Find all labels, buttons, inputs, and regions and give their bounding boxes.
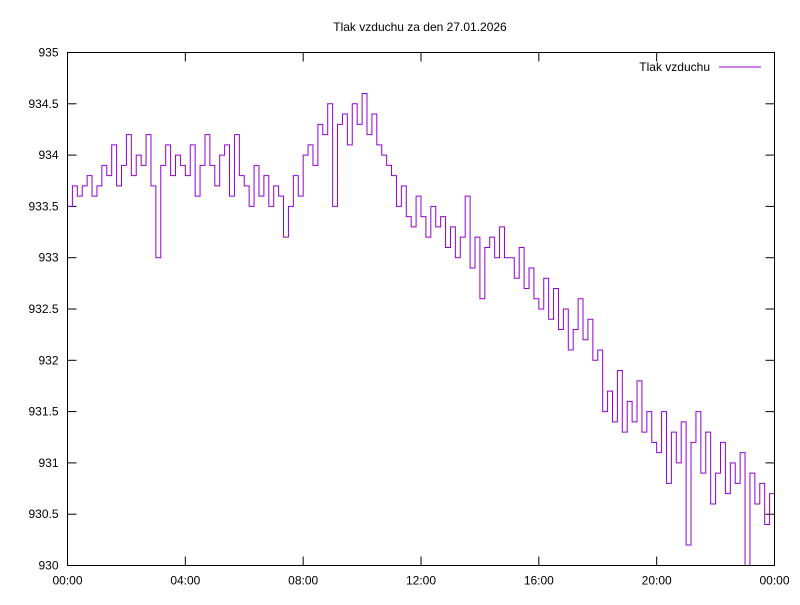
y-tick-label: 933 <box>38 251 58 265</box>
x-tick-label: 00:00 <box>759 574 789 588</box>
legend-label: Tlak vzduchu <box>639 60 710 74</box>
y-tick-label: 934 <box>38 148 58 162</box>
chart-title: Tlak vzduchu za den 27.01.2026 <box>333 20 507 34</box>
y-tick-label: 931.5 <box>28 405 58 419</box>
y-tick-label: 933.5 <box>28 199 58 213</box>
y-tick-label: 932.5 <box>28 302 58 316</box>
x-tick-label: 20:00 <box>642 574 672 588</box>
y-tick-label: 932 <box>38 353 58 367</box>
legend: Tlak vzduchu <box>639 60 761 74</box>
plot-border <box>67 52 775 566</box>
x-tick-label: 00:00 <box>52 574 82 588</box>
x-tick-label: 04:00 <box>170 574 200 588</box>
series-line-tlak-vzduchu <box>67 93 775 566</box>
y-tick-label: 934.5 <box>28 97 58 111</box>
y-tick-label: 931 <box>38 456 58 470</box>
y-tick-label: 930 <box>38 559 58 573</box>
y-tick-label: 935 <box>38 46 58 60</box>
x-tick-label: 16:00 <box>524 574 554 588</box>
x-tick-label: 12:00 <box>406 574 436 588</box>
y-tick-label: 930.5 <box>28 507 58 521</box>
x-tick-label: 08:00 <box>288 574 318 588</box>
